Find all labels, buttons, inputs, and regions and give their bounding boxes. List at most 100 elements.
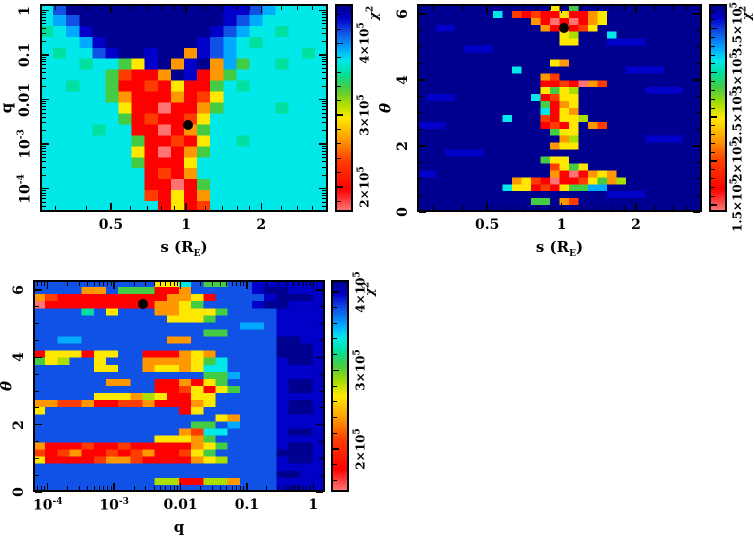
x-minor-tick-top [278, 282, 280, 286]
x-minor-tick [611, 206, 613, 210]
y-minor-tick [35, 323, 39, 325]
colorbar-s-vs-q [335, 4, 353, 212]
x-major-tick [560, 203, 563, 210]
y-major-tick [419, 13, 426, 15]
x-minor-tick [522, 206, 524, 210]
y-minor-tick-right [696, 194, 700, 196]
y-major-tick [419, 145, 426, 147]
colorbar-minor-tick [337, 85, 341, 87]
x-major-tick-top [110, 6, 112, 13]
y-major-tick [42, 9, 49, 12]
colorbar-minor-tick [333, 322, 337, 324]
y-minor-tick-right [322, 56, 326, 58]
x-minor-tick-top [292, 282, 294, 286]
x-minor-tick [110, 486, 112, 490]
x-major-tick-top [46, 282, 49, 289]
y-minor-tick-right [322, 58, 326, 60]
colorbar-minor-tick [711, 169, 715, 171]
y-tick-label: 2 [11, 419, 27, 430]
y-minor-tick [419, 178, 423, 180]
colorbar-minor-tick [333, 306, 337, 308]
x-minor-tick-top [160, 282, 162, 286]
y-minor-tick [42, 108, 46, 110]
y-minor-tick [42, 67, 46, 69]
y-minor-tick [42, 77, 46, 79]
x-minor-tick-top [236, 6, 238, 10]
x-minor-tick-top [671, 6, 673, 10]
y-minor-tick [42, 166, 46, 168]
x-minor-tick [311, 206, 313, 210]
x-minor-tick-top [243, 282, 245, 286]
y-minor-tick-right [322, 12, 326, 14]
y-minor-tick [42, 157, 46, 159]
colorbar-minor-tick [337, 129, 341, 131]
x-minor-tick-top [44, 282, 46, 286]
y-minor-tick-right [696, 161, 700, 163]
colorbar-tick-label: 3×105 [729, 52, 745, 94]
x-minor-tick [146, 206, 148, 210]
x-minor-tick-top [655, 6, 657, 10]
x-minor-tick [597, 206, 599, 210]
x-minor-tick-top [133, 282, 135, 286]
x-minor-tick-top [67, 282, 69, 286]
x-minor-tick [93, 486, 95, 490]
y-minor-tick-right [322, 61, 326, 63]
y-minor-tick-right [322, 77, 326, 79]
y-minor-tick-right [322, 27, 326, 29]
x-minor-tick [236, 206, 238, 210]
colorbar-minor-tick [711, 19, 715, 21]
colorbar-minor-tick [333, 338, 337, 340]
y-minor-tick [419, 62, 423, 64]
y-minor-tick-right [319, 457, 323, 459]
colorbar-minor-tick [711, 186, 715, 188]
x-minor-tick-top [130, 6, 132, 10]
y-minor-tick [35, 407, 39, 409]
y-minor-tick-right [322, 67, 326, 69]
colorbar-minor-tick [711, 10, 715, 12]
x-minor-tick [205, 206, 207, 210]
x-tick-label: 1 [308, 497, 319, 513]
x-minor-tick-top [685, 6, 687, 10]
y-tick-label: 0.01 [17, 82, 33, 117]
y-major-tick-right [319, 143, 326, 145]
x-major-tick [113, 483, 115, 490]
colorbar-tick-label: 2×105 [729, 140, 745, 182]
x-minor-tick [249, 206, 251, 210]
colorbar-minor-tick [333, 291, 337, 293]
y-minor-tick-right [322, 106, 326, 107]
y-tick-label: 0 [11, 487, 27, 497]
y-minor-tick [35, 340, 39, 342]
y-minor-tick-right [322, 190, 326, 192]
x-minor-tick [161, 206, 163, 210]
colorbar-minor-tick [337, 28, 341, 30]
colorbar-minor-tick [337, 172, 341, 174]
colorbar-tick-label: 3×105 [356, 94, 372, 136]
y-minor-tick-right [322, 101, 326, 103]
y-minor-tick [42, 174, 46, 176]
x-minor-tick-top [624, 6, 626, 10]
plot-frame-s-vs-q [40, 4, 328, 212]
y-major-tick-right [319, 187, 326, 190]
colorbar-tick-label: 1.5×105 [729, 177, 745, 232]
y-axis-title-s-vs-q: q [0, 103, 16, 114]
y-minor-tick [42, 192, 46, 194]
y-minor-tick-right [322, 157, 326, 159]
colorbar-minor-tick [333, 479, 337, 481]
y-minor-tick [42, 122, 46, 124]
x-major-tick-top [312, 282, 315, 289]
y-major-tick [42, 54, 49, 56]
colorbar-minor-tick [333, 369, 337, 371]
colorbar-minor-tick [711, 54, 715, 56]
y-major-tick-right [693, 145, 700, 147]
y-minor-tick-right [322, 41, 326, 43]
x-minor-tick [302, 486, 304, 490]
colorbar-minor-tick [337, 57, 341, 59]
x-minor-tick [243, 486, 245, 490]
x-minor-tick [169, 486, 171, 490]
y-minor-tick-right [322, 19, 326, 21]
x-minor-tick-top [153, 282, 155, 286]
x-minor-tick [36, 486, 38, 490]
x-major-tick-top [260, 6, 263, 13]
x-minor-tick-top [537, 6, 539, 10]
y-minor-tick [419, 29, 423, 31]
